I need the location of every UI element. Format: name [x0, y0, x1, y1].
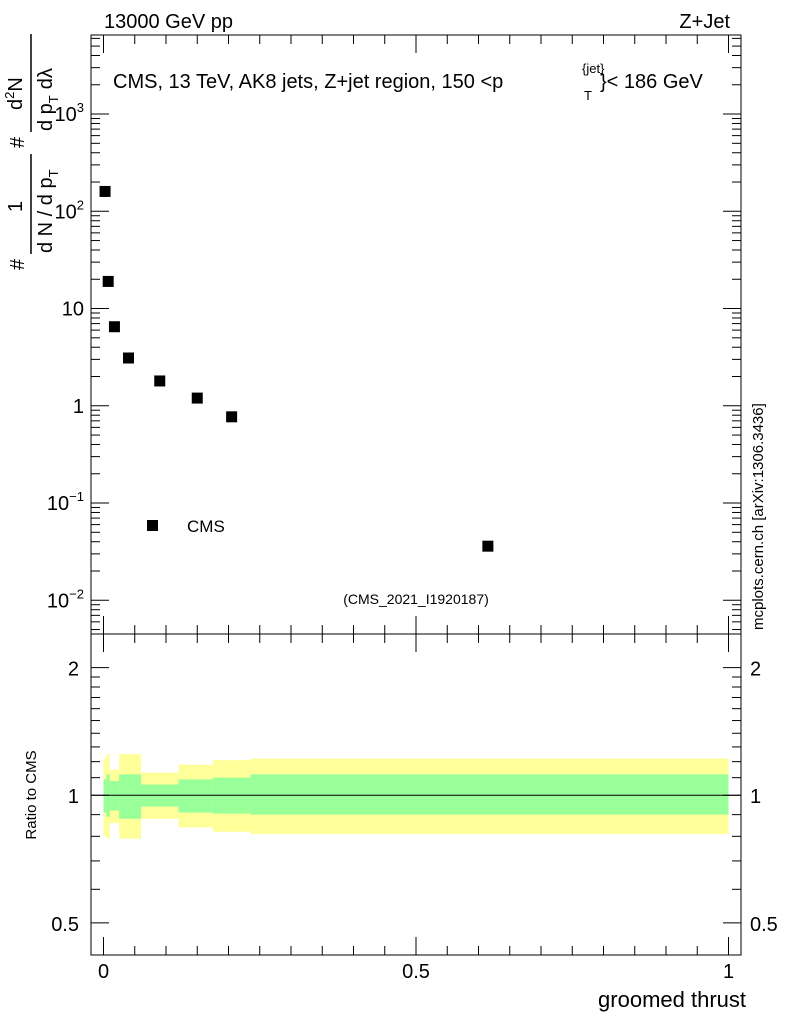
ylabel-one: 1: [5, 201, 27, 212]
ratio-y-tick-label: 0.5: [51, 914, 79, 936]
main-y-tick-label: 10−1: [47, 489, 84, 515]
ylabel-denominator: d N / d pT: [35, 169, 61, 253]
main-y-tick-label-exp: 3: [77, 100, 84, 115]
ratio-inner-band-bin: [119, 774, 141, 819]
chart-title-p: p: [492, 71, 503, 93]
ylabel-numerator-2-n: N: [5, 77, 27, 91]
main-y-tick-label-base: 10: [47, 493, 69, 515]
main-y-tick-label-exp: −1: [69, 489, 84, 504]
main-y-tick-label-base: 10: [47, 590, 69, 612]
data-point: [154, 375, 166, 387]
data-point: [482, 540, 494, 552]
analysis-id: (CMS_2021_I1920187): [343, 591, 489, 607]
main-axis-ticks: [91, 35, 741, 634]
data-point: [108, 321, 120, 333]
watermark: mcplots.cern.ch [arXiv:1306.3436]: [750, 403, 767, 630]
ratio-y-tick-label-right: 2: [750, 659, 761, 681]
ratio-frame: [90, 633, 742, 956]
x-tick-label: 1: [723, 961, 734, 983]
ratio-x-tick-labels: 0 0.5 1: [98, 961, 734, 983]
main-y-axis-label: # 1 d N / d pT # d2N d pTdλ: [2, 34, 61, 270]
header-left-label: 13000 GeV pp: [104, 11, 233, 33]
main-y-tick-label: 102: [55, 197, 84, 223]
ratio-axis-ticks: [91, 634, 741, 955]
data-point: [123, 352, 134, 364]
ylabel-denominator-2-main: d p: [35, 103, 57, 131]
main-y-tick-label: 10: [62, 299, 84, 321]
ratio-inner-band: [103, 774, 729, 819]
ratio-y-tick-label-right: 1: [750, 786, 761, 808]
main-y-tick-label-exp: 2: [77, 197, 84, 212]
data-point: [226, 411, 238, 423]
ylabel-numerator-2-sup: 2: [2, 92, 17, 99]
main-y-tick-label-exp: −2: [69, 586, 84, 601]
ylabel-denominator-main: d N / d p: [35, 177, 57, 253]
legend-marker: [147, 520, 158, 531]
ratio-y-tick-label: 2: [68, 659, 79, 681]
ylabel-numerator-2-d: d: [5, 99, 27, 110]
chart-title-sub: T: [584, 88, 592, 103]
chart-title-sup: {jet}: [582, 61, 605, 76]
data-point: [191, 392, 203, 404]
ratio-y-tick-label: 1: [68, 786, 79, 808]
main-y-tick-label: 1: [73, 396, 84, 418]
ratio-panel: 0.5 0.51 12 2 0 0.5 1: [51, 633, 778, 983]
ylabel-denominator-sub: T: [46, 169, 61, 177]
data-points: [99, 185, 494, 552]
main-y-tick-label: 103: [55, 100, 84, 126]
ylabel-denominator-2: d pTdλ: [35, 68, 61, 131]
ylabel-hash-2: #: [7, 136, 29, 148]
x-tick-label: 0: [98, 961, 109, 983]
main-y-tick-label-base: 10: [55, 201, 77, 223]
ratio-y-tick-label-right: 0.5: [750, 914, 778, 936]
ratio-y-tick-labels: 0.5 0.5 1 1 2 2: [51, 659, 778, 936]
chart-title-main: CMS, 13 TeV, AK8 jets, Z+jet region, 150…: [113, 71, 492, 93]
main-y-tick-label-base: 1: [73, 396, 84, 418]
main-y-tick-label-base: 10: [55, 104, 77, 126]
ratio-inner-band-bin: [178, 779, 213, 813]
legend-label: CMS: [187, 517, 225, 536]
ratio-inner-band-bin: [103, 779, 107, 813]
data-point: [102, 275, 114, 287]
ratio-inner-band-bin: [109, 781, 120, 811]
chart-title-end: }< 186 GeV: [600, 71, 704, 93]
chart-title: CMS, 13 TeV, AK8 jets, Z+jet region, 150…: [113, 71, 503, 93]
ylabel-hash-1: #: [7, 258, 29, 270]
ylabel-denominator-2-sub: T: [46, 95, 61, 103]
ratio-inner-band-bin: [250, 774, 729, 815]
ylabel-denominator-2-rest: dλ: [35, 68, 57, 89]
data-point: [99, 185, 111, 197]
x-tick-label: 0.5: [402, 961, 430, 983]
main-y-tick-label-base: 10: [62, 299, 84, 321]
x-axis-label: groomed thrust: [598, 987, 746, 1012]
main-y-tick-label: 10−2: [47, 586, 84, 612]
ylabel-numerator-2: d2N: [2, 77, 27, 110]
main-frame: [90, 34, 742, 635]
header-right-label: Z+Jet: [679, 11, 730, 33]
ratio-y-axis-label: Ratio to CMS: [23, 750, 40, 839]
